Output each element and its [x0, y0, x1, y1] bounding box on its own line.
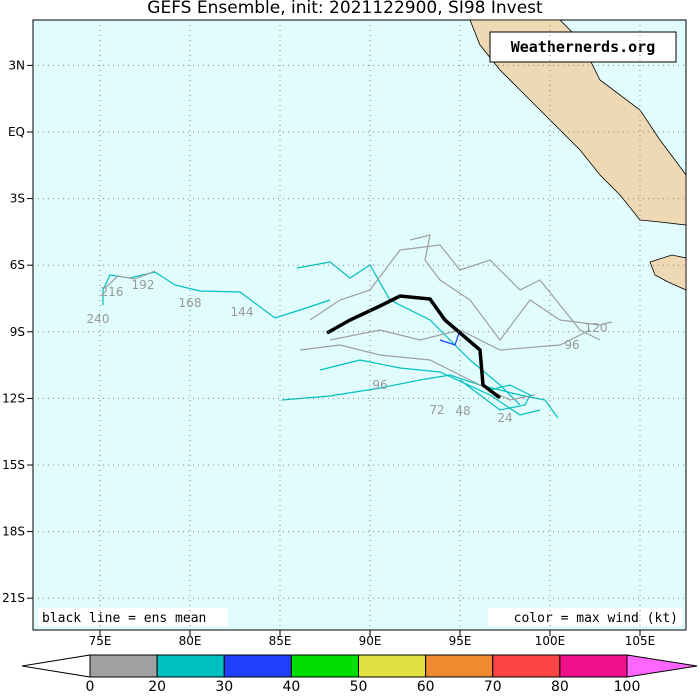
colorbar-label: 20 — [148, 679, 166, 694]
note-box — [488, 608, 682, 626]
colorbar-extend — [626, 654, 698, 678]
colorbar-label: 0 — [86, 679, 95, 694]
lon-label: 90E — [359, 634, 382, 648]
note-left: black line = ens mean — [42, 611, 206, 626]
lat-label: 3S — [10, 192, 25, 206]
land-sumatra — [469, 19, 687, 226]
colorbar-segment — [223, 654, 292, 678]
lat-label: 6S — [10, 258, 25, 272]
track-hour-label: 48 — [455, 404, 470, 418]
track-hour-label: 96 — [564, 338, 579, 352]
ensemble-tracks — [102, 234, 613, 419]
title: GEFS Ensemble, init: 2021122900, SI98 In… — [147, 0, 543, 18]
lon-label: 80E — [179, 634, 202, 648]
lat-label: 18S — [2, 525, 25, 539]
colorbar-label: 100 — [614, 679, 641, 694]
note-box — [38, 608, 228, 626]
lon-label: 95E — [449, 634, 472, 648]
lon-label: 105E — [625, 634, 656, 648]
ensemble-mean-track — [326, 294, 502, 400]
watermark: Weathernerds.org — [511, 38, 656, 56]
colorbar-segment — [559, 654, 628, 678]
lon-label: 75E — [89, 634, 112, 648]
track-hour-label: 120 — [585, 321, 608, 335]
track-hour-label: 96 — [372, 378, 387, 392]
lat-label: EQ — [8, 125, 25, 139]
colorbar-label: 30 — [215, 679, 233, 694]
lon-label: 85E — [269, 634, 292, 648]
colorbar-label: 50 — [350, 679, 368, 694]
watermark-box — [489, 31, 677, 63]
colorbar-segment — [290, 654, 359, 678]
track-hour-label: 168 — [179, 296, 202, 310]
track-hour-label: 144 — [231, 305, 254, 319]
lat-label: 9S — [10, 325, 25, 339]
lat-label: 21S — [2, 591, 25, 605]
colorbar-segment — [425, 654, 494, 678]
track-hour-label: 24 — [497, 411, 512, 425]
colorbar-segment — [89, 654, 158, 678]
colorbar-segment — [492, 654, 561, 678]
colorbar-segment — [358, 654, 427, 678]
colorbar-label: 60 — [417, 679, 435, 694]
land-java — [649, 254, 687, 291]
track-hour-label: 72 — [429, 403, 444, 417]
lat-label: 3N — [8, 58, 25, 72]
lat-label: 15S — [2, 458, 25, 472]
lat-label: 12S — [2, 391, 25, 405]
track-hour-label: 216 — [101, 285, 124, 299]
colorbar-extend — [21, 654, 91, 678]
track-hour-label: 192 — [132, 278, 155, 292]
colorbar-label: 80 — [551, 679, 569, 694]
track-hour-label: 240 — [87, 312, 110, 326]
note-right: color = max wind (kt) — [514, 611, 678, 626]
colorbar-segment — [156, 654, 225, 678]
lon-label: 100E — [535, 634, 566, 648]
colorbar-label: 70 — [484, 679, 502, 694]
colorbar-label: 40 — [282, 679, 300, 694]
